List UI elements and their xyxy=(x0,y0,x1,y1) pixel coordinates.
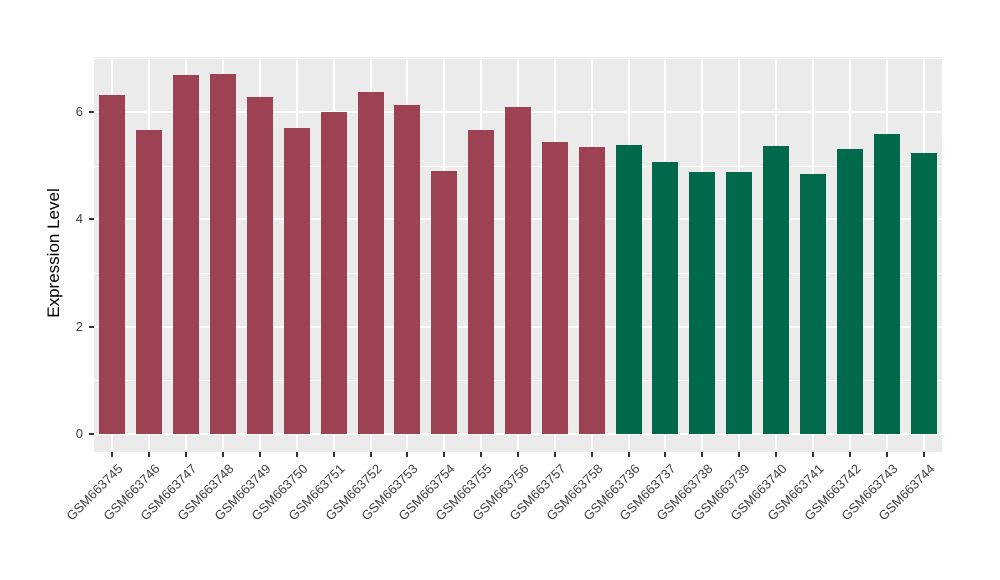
x-tick-mark xyxy=(258,452,261,457)
bar-GSM663747 xyxy=(173,75,200,434)
x-tick-mark xyxy=(664,452,667,457)
bar-GSM663752 xyxy=(357,92,384,434)
bar-GSM663753 xyxy=(394,104,421,434)
y-tick-mark xyxy=(89,433,94,435)
plot-panel xyxy=(94,57,942,452)
bar-GSM663740 xyxy=(763,146,790,434)
bar-GSM663755 xyxy=(468,130,495,434)
bar-GSM663746 xyxy=(136,129,163,434)
bar-GSM663750 xyxy=(283,127,310,434)
bar-GSM663741 xyxy=(799,173,826,434)
bar-GSM663739 xyxy=(726,172,753,434)
x-tick-mark xyxy=(185,452,188,457)
bar-GSM663745 xyxy=(99,94,126,434)
x-tick-mark xyxy=(701,452,704,457)
x-tick-mark xyxy=(406,452,409,457)
bar-GSM663758 xyxy=(578,147,605,434)
y-tick-label: 4 xyxy=(75,211,83,227)
bar-GSM663757 xyxy=(541,141,568,434)
y-tick-mark xyxy=(89,218,94,221)
x-tick-mark xyxy=(885,452,888,457)
x-tick-mark xyxy=(922,452,925,457)
x-tick-mark xyxy=(148,452,151,457)
bar-GSM663736 xyxy=(615,145,642,434)
bar-GSM663743 xyxy=(873,134,900,434)
bar-GSM663744 xyxy=(910,153,937,434)
x-tick-mark xyxy=(295,452,298,457)
x-tick-mark xyxy=(111,452,114,457)
x-tick-mark xyxy=(517,452,519,457)
bar-GSM663751 xyxy=(320,111,347,434)
bar-GSM663748 xyxy=(210,74,237,434)
x-tick-mark xyxy=(369,452,372,457)
y-tick-mark xyxy=(89,110,94,113)
bar-GSM663749 xyxy=(246,96,273,434)
bar-GSM663737 xyxy=(652,162,679,434)
bar-GSM663754 xyxy=(431,171,458,434)
x-tick-mark xyxy=(222,452,225,457)
x-tick-mark xyxy=(332,452,335,457)
y-tick-label: 2 xyxy=(75,318,83,334)
y-axis-title: Expression Level xyxy=(44,188,63,318)
y-tick-label: 6 xyxy=(75,103,83,119)
bar-GSM663756 xyxy=(505,106,531,434)
x-tick-mark xyxy=(738,452,741,457)
x-tick-mark xyxy=(775,452,778,457)
x-tick-mark xyxy=(553,452,556,457)
x-tick-mark xyxy=(848,452,851,457)
y-tick-label: 0 xyxy=(75,426,83,441)
bar-GSM663742 xyxy=(836,148,863,434)
x-tick-mark xyxy=(811,452,814,457)
x-tick-mark xyxy=(480,452,483,457)
y-tick-mark xyxy=(89,325,94,328)
x-tick-mark xyxy=(590,452,593,457)
bar-GSM663738 xyxy=(689,172,716,434)
x-tick-mark xyxy=(443,452,446,457)
x-tick-mark xyxy=(627,452,630,457)
